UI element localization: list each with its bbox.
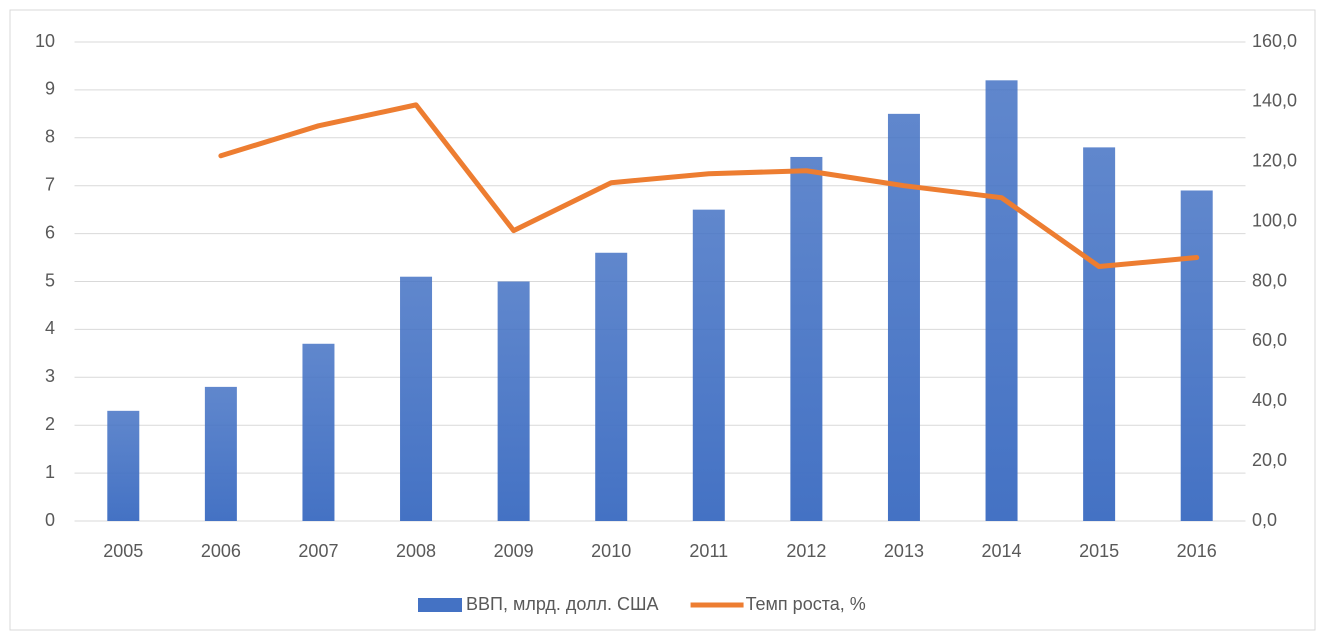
y-tick-label: 7: [45, 174, 55, 194]
x-tick-label: 2010: [591, 541, 631, 561]
y-tick-label: 6: [45, 222, 55, 242]
x-tick-label: 2015: [1079, 541, 1119, 561]
y-tick-label: 9: [45, 79, 55, 99]
y2-tick-label: 140,0: [1252, 91, 1297, 111]
x-tick-label: 2014: [982, 541, 1022, 561]
x-tick-label: 2009: [494, 541, 534, 561]
bar: [985, 80, 1018, 521]
y-tick-label: 8: [45, 127, 55, 147]
x-tick-label: 2011: [689, 541, 728, 561]
bar: [887, 113, 920, 521]
y2-tick-label: 160,0: [1252, 31, 1297, 51]
x-tick-label: 2012: [786, 541, 826, 561]
y-tick-label: 4: [45, 318, 55, 338]
y-tick-label: 5: [45, 270, 55, 290]
y2-tick-label: 0,0: [1252, 510, 1277, 530]
bar: [302, 343, 335, 521]
y-tick-label: 0: [45, 510, 55, 530]
y-tick-label: 1: [45, 462, 55, 482]
y-tick-label: 2: [45, 414, 55, 434]
legend-swatch: [418, 598, 462, 612]
bar: [204, 386, 237, 521]
bar: [595, 252, 628, 521]
y-tick-label: 3: [45, 366, 55, 386]
y2-tick-label: 60,0: [1252, 330, 1287, 350]
legend-label: ВВП, млрд. долл. США: [466, 594, 659, 614]
bar: [497, 281, 530, 521]
x-tick-label: 2008: [396, 541, 436, 561]
x-tick-label: 2006: [201, 541, 241, 561]
chart-frame: [9, 9, 1316, 631]
bar: [692, 209, 725, 521]
x-tick-label: 2013: [884, 541, 924, 561]
bar: [107, 410, 140, 521]
bar: [400, 276, 433, 521]
bar: [790, 156, 823, 521]
bar: [1083, 147, 1116, 521]
y2-tick-label: 120,0: [1252, 151, 1297, 171]
y2-tick-label: 40,0: [1252, 390, 1287, 410]
x-tick-label: 2007: [298, 541, 338, 561]
line: [218, 102, 1200, 270]
y2-tick-label: 80,0: [1252, 270, 1287, 290]
bar: [1180, 190, 1213, 522]
y-tick-label: 10: [35, 31, 55, 51]
x-tick-label: 2016: [1177, 541, 1217, 561]
legend-label: Темп роста, %: [746, 594, 866, 614]
y2-tick-label: 100,0: [1252, 210, 1297, 230]
y2-tick-label: 20,0: [1252, 450, 1287, 470]
x-tick-label: 2005: [103, 541, 143, 561]
